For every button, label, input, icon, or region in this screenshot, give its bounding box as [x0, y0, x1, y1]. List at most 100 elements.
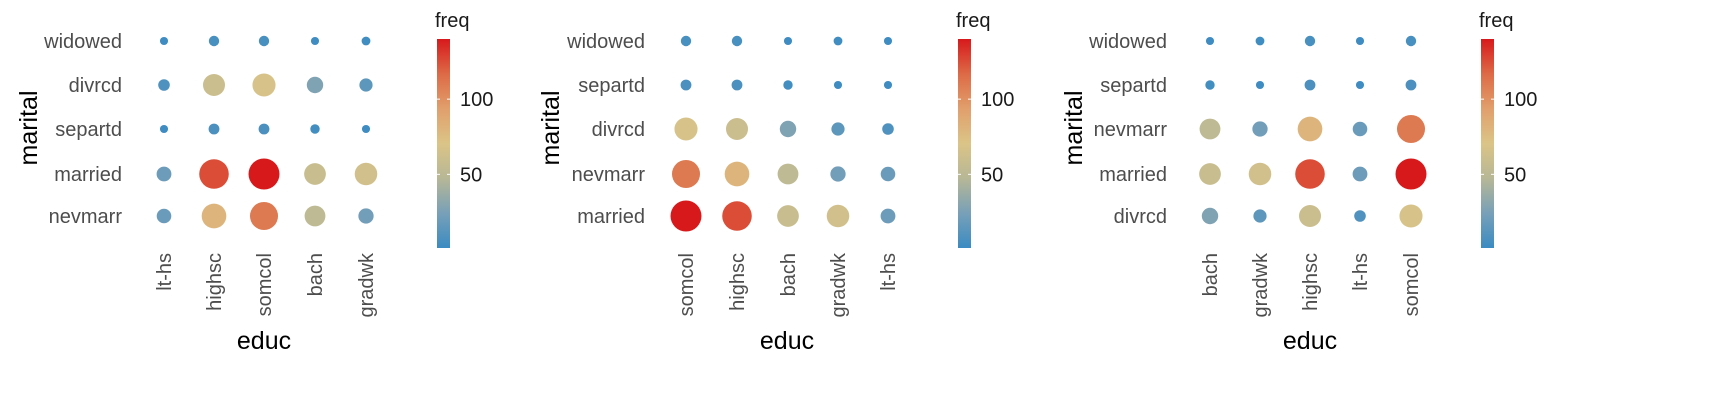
data-point	[358, 208, 374, 224]
y-tick-label: married	[1099, 164, 1167, 186]
x-tick-label: highsc	[727, 253, 749, 311]
y-tick-label: nevmarr	[49, 206, 123, 228]
data-point	[1396, 114, 1426, 144]
data-point	[1205, 80, 1215, 90]
data-point	[258, 35, 270, 47]
data-point	[783, 36, 793, 46]
data-point	[252, 73, 276, 97]
x-tick-label: bach	[778, 253, 800, 296]
data-point	[1304, 79, 1316, 91]
data-point	[830, 166, 846, 182]
data-point	[880, 166, 896, 182]
x-tick-label: somcol	[676, 253, 698, 316]
y-tick-label: married	[54, 164, 122, 186]
data-point	[670, 200, 702, 232]
data-point	[725, 117, 749, 141]
data-point	[1352, 166, 1368, 182]
legend-tick-label: 50	[1504, 164, 1526, 186]
data-point	[1199, 163, 1221, 185]
y-tick-label: divrcd	[1114, 206, 1167, 228]
data-point	[680, 79, 692, 91]
data-point	[158, 79, 170, 91]
data-point	[882, 123, 894, 135]
y-axis-title: marital	[537, 90, 565, 165]
data-point	[1255, 80, 1265, 90]
legend-title: freq	[435, 10, 469, 32]
y-tick-label: widowed	[566, 31, 645, 53]
data-point	[201, 203, 227, 229]
data-point	[1252, 121, 1268, 137]
data-point	[359, 78, 373, 92]
data-point	[1355, 36, 1365, 46]
data-point	[1248, 162, 1272, 186]
data-point	[208, 35, 220, 47]
y-tick-label: separtd	[55, 119, 122, 141]
x-tick-label: bach	[1200, 253, 1222, 296]
legend-tick-label: 50	[460, 164, 482, 186]
x-tick-label: highsc	[204, 253, 226, 311]
y-tick-label: widowed	[1088, 31, 1167, 53]
x-axis-title: educ	[760, 327, 814, 355]
x-tick-label: bach	[305, 253, 327, 296]
legend-colorbar	[958, 39, 971, 248]
chart-panel-1: nevmarr married separtd divrcd widowed lt-hs h…	[15, 10, 493, 355]
data-point	[731, 35, 743, 47]
data-point	[1355, 80, 1365, 90]
data-point	[680, 35, 692, 47]
x-tick-label: somcol	[254, 253, 276, 316]
data-point	[156, 166, 172, 182]
data-point	[777, 205, 799, 227]
data-point	[202, 73, 226, 97]
data-point	[249, 201, 279, 231]
data-point	[833, 80, 843, 90]
data-point	[1255, 36, 1265, 46]
data-point	[883, 80, 893, 90]
x-tick-label: lt-hs	[878, 253, 900, 291]
data-point	[304, 163, 326, 185]
data-point	[1354, 210, 1366, 222]
data-point	[1297, 116, 1323, 142]
data-point	[1395, 158, 1427, 190]
data-point	[208, 123, 220, 135]
legend-colorbar	[1481, 39, 1494, 248]
data-point	[1201, 207, 1219, 225]
data-point	[354, 162, 378, 186]
data-point	[674, 117, 698, 141]
data-point	[310, 124, 320, 134]
data-point	[304, 205, 326, 227]
data-point	[258, 123, 270, 135]
x-tick-label: highsc	[1300, 253, 1322, 311]
data-point	[779, 120, 797, 138]
data-point	[159, 124, 169, 134]
data-point	[722, 201, 752, 231]
data-point	[731, 79, 743, 91]
y-tick-label: nevmarr	[1094, 119, 1168, 141]
x-tick-label: gradwk	[356, 252, 378, 317]
data-point	[1304, 35, 1316, 47]
data-point	[831, 122, 845, 136]
y-axis-title: marital	[15, 90, 43, 165]
x-tick-label: lt-hs	[1350, 253, 1372, 291]
x-tick-label: gradwk	[1250, 252, 1272, 317]
y-tick-label: divrcd	[69, 75, 122, 97]
legend-colorbar	[437, 39, 450, 248]
y-tick-label: nevmarr	[572, 164, 646, 186]
data-point	[1205, 36, 1215, 46]
chart-panel-2: married nevmarr divrcd separtd widowed somcol…	[537, 10, 1014, 355]
data-point	[248, 158, 280, 190]
legend-tick-label: 100	[460, 89, 493, 111]
data-point	[777, 163, 799, 185]
y-tick-label: divrcd	[592, 119, 645, 141]
data-point	[783, 80, 793, 90]
legend-tick-label: 50	[981, 164, 1003, 186]
data-point	[159, 36, 169, 46]
data-point	[156, 208, 172, 224]
data-point	[1352, 121, 1368, 137]
data-point	[361, 124, 371, 134]
legend-title: freq	[956, 10, 990, 32]
y-tick-label: married	[577, 206, 645, 228]
data-point	[199, 159, 229, 189]
data-point	[880, 208, 896, 224]
